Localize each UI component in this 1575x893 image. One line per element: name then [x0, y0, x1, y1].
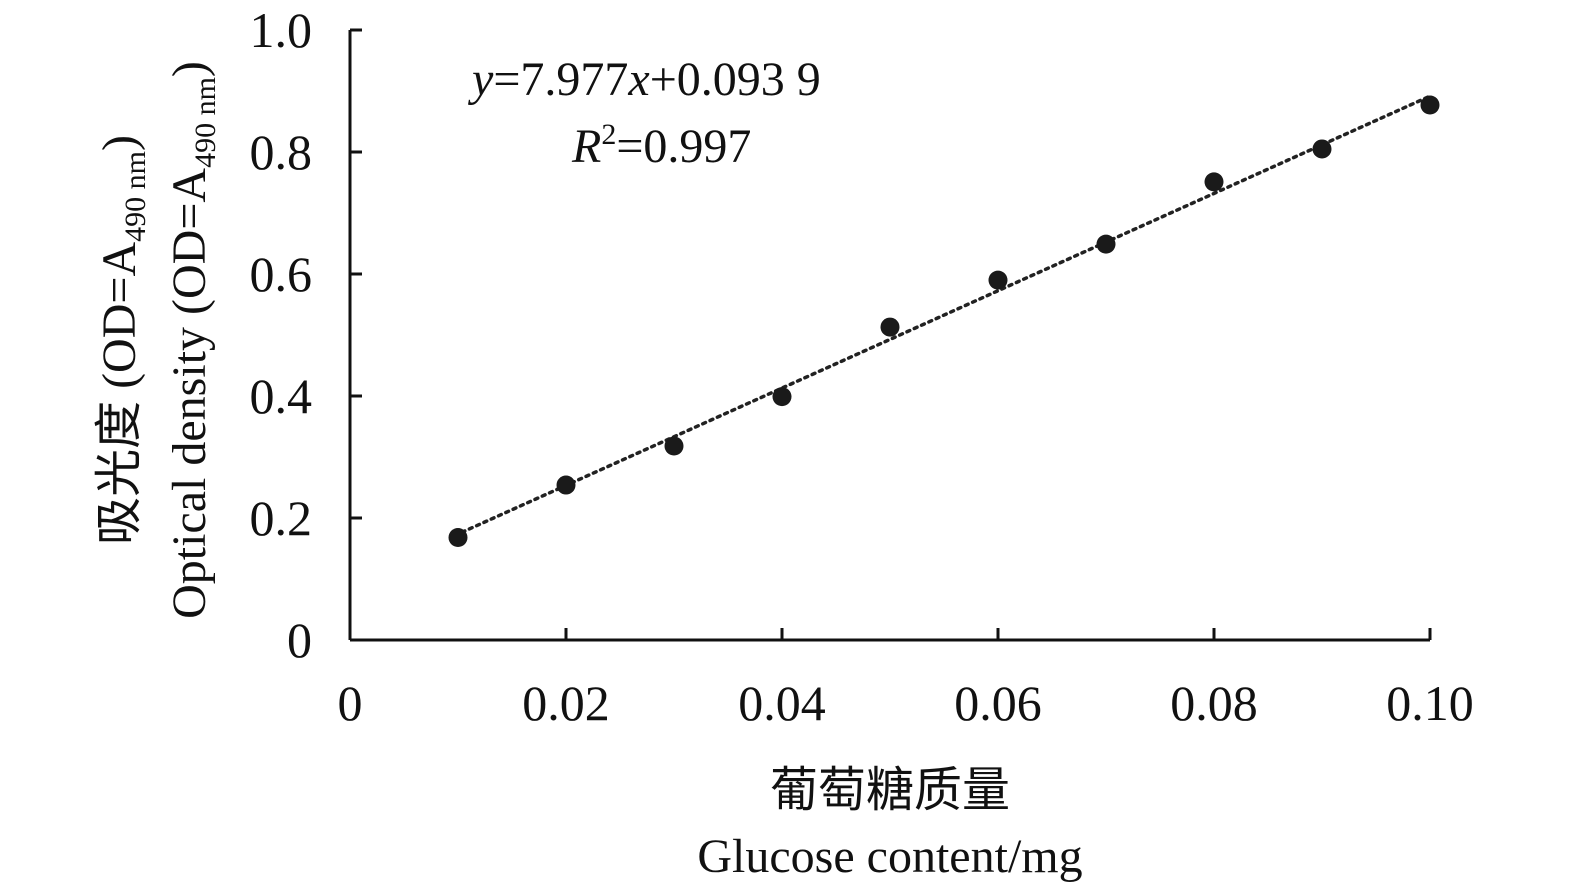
eq-y-symbol: y — [467, 53, 494, 106]
x-tick-label: 0.06 — [954, 675, 1042, 731]
y-axis-title-en-close: ) — [163, 61, 216, 77]
y-axis-title-cn-label: 吸光度 — [93, 401, 146, 545]
y-axis-title-en-paren: (OD=A — [163, 168, 216, 315]
data-point — [556, 475, 576, 495]
y-tick-label: 0.2 — [250, 490, 313, 546]
data-point — [880, 317, 900, 337]
r2-superscript: 2 — [601, 118, 616, 151]
data-point — [1204, 172, 1224, 192]
y-tick-label: 0.4 — [250, 368, 313, 424]
data-points — [448, 95, 1440, 548]
x-axis-title-en: Glucose content/mg — [697, 830, 1082, 883]
x-tick-label: 0.04 — [738, 675, 826, 731]
trendline — [453, 94, 1432, 538]
y-tick-label: 0.6 — [250, 246, 313, 302]
x-ticks: 0 0.02 0.04 0.06 0.08 0.10 — [338, 628, 1474, 731]
r2-value: =0.997 — [616, 120, 751, 173]
y-ticks: 0 0.2 0.4 0.6 0.8 1.0 — [250, 2, 362, 668]
data-point — [1420, 95, 1440, 115]
y-tick-label: 0 — [287, 612, 312, 668]
y-axis-title-cn-close: ) — [93, 135, 146, 151]
regression-equation: y=7.977x+0.093 9 — [467, 53, 821, 106]
x-tick-label: 0.08 — [1170, 675, 1258, 731]
y-axis-title-cn-paren: (OD=A — [93, 242, 146, 389]
data-point — [988, 270, 1008, 290]
data-point — [664, 436, 684, 456]
r-squared: R2=0.997 — [571, 118, 751, 173]
x-axis-title-cn: 葡萄糖质量 — [770, 764, 1010, 817]
data-point — [448, 528, 468, 548]
x-tick-label: 0.10 — [1386, 675, 1474, 731]
y-axis-title-en: Optical density (OD=A490 nm) — [163, 61, 222, 619]
y-axis-title-en-subscript: 490 nm — [189, 77, 222, 168]
data-point — [772, 387, 792, 407]
data-point — [1096, 234, 1116, 254]
y-tick-label: 1.0 — [250, 2, 313, 58]
data-point — [1312, 139, 1332, 159]
eq-slope: =7.977 — [493, 53, 628, 106]
y-tick-label: 0.8 — [250, 124, 313, 180]
y-axis-title-cn: 吸光度 (OD=A490 nm) — [93, 135, 152, 545]
r2-symbol: R — [571, 120, 601, 173]
y-axis-title-cn-subscript: 490 nm — [119, 151, 152, 242]
eq-x-symbol: x — [627, 53, 649, 106]
eq-intercept: +0.093 9 — [650, 53, 821, 106]
x-tick-label: 0 — [338, 675, 363, 731]
y-axis-title-en-label: Optical density — [163, 327, 216, 619]
x-tick-label: 0.02 — [522, 675, 610, 731]
